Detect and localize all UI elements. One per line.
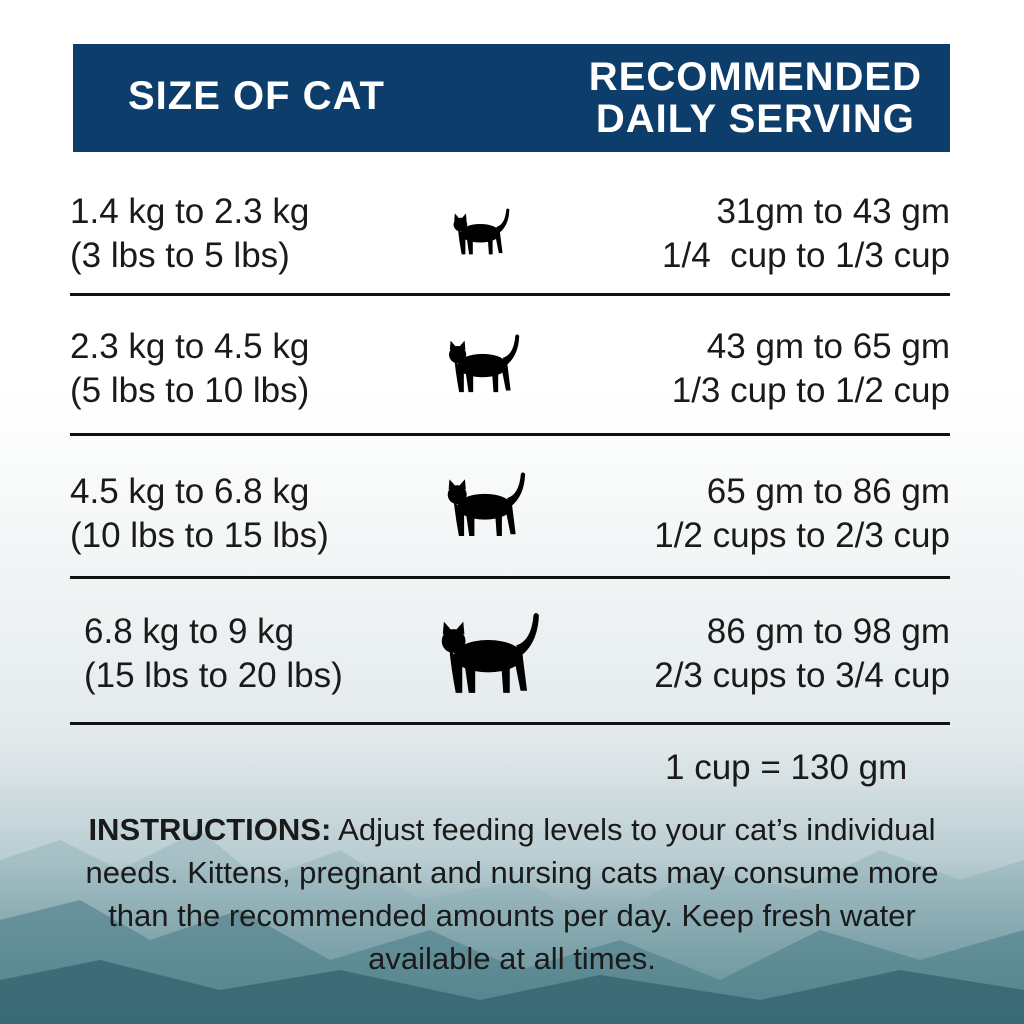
size-of-cat-heading: SIZE OF CAT [128,74,385,118]
grams: 86 gm to 98 gm [706,612,950,651]
row-divider [70,433,950,436]
cups: 2/3 cups to 3/4 cup [654,656,950,695]
weight-lbs: (10 lbs to 15 lbs) [70,516,329,555]
grams: 31gm to 43 gm [716,192,950,231]
cups: 1/3 cup to 1/2 cup [671,371,950,410]
row-divider [70,293,950,296]
row-divider [70,576,950,579]
cup-conversion-note: 1 cup = 130 gm [665,748,908,787]
instructions-paragraph: INSTRUCTIONS: Adjust feeding levels to y… [60,808,964,980]
recommended-serving-heading: RECOMMENDED DAILY SERVING [589,56,922,140]
cat-silhouette-icon [442,331,520,397]
weight-lbs: (5 lbs to 10 lbs) [70,371,310,410]
weight-kg: 4.5 kg to 6.8 kg [70,472,310,511]
heading-line-2: DAILY SERVING [595,97,915,141]
cat-silhouette-icon [440,468,526,542]
weight-lbs: (15 lbs to 20 lbs) [84,656,343,695]
weight-kg: 1.4 kg to 2.3 kg [70,192,310,231]
grams: 65 gm to 86 gm [706,472,950,511]
cups: 1/2 cups to 2/3 cup [654,516,950,555]
cups: 1/4 cup to 1/3 cup [662,236,950,275]
weight-kg: 2.3 kg to 4.5 kg [70,327,310,366]
weight-kg: 6.8 kg to 9 kg [84,612,295,651]
weight-lbs: (3 lbs to 5 lbs) [70,236,290,275]
grams: 43 gm to 65 gm [706,327,950,366]
instructions-text: Adjust feeding levels to your cat’s indi… [85,812,939,976]
table-header: SIZE OF CAT RECOMMENDED DAILY SERVING [73,44,950,152]
cat-silhouette-icon [448,206,510,258]
cat-silhouette-icon [432,608,540,700]
row-divider [70,722,950,725]
instructions-label: INSTRUCTIONS: [88,812,332,847]
heading-line-1: RECOMMENDED [588,55,922,99]
